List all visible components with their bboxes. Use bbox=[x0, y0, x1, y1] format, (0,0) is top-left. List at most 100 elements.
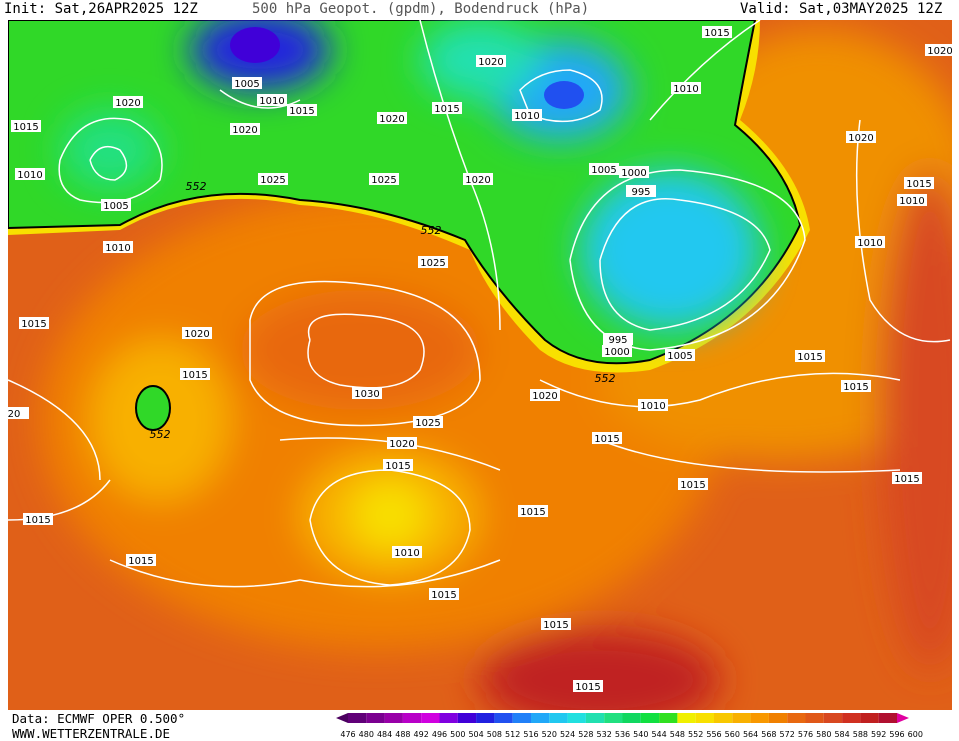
scale-label: 492 bbox=[414, 730, 429, 739]
isobar-label-bg bbox=[892, 472, 922, 484]
scale-swatch bbox=[439, 713, 458, 723]
isobar-label-bg bbox=[518, 505, 548, 517]
isobar-label-bg bbox=[671, 82, 701, 94]
scale-label: 532 bbox=[597, 730, 612, 739]
scale-label: 536 bbox=[615, 730, 630, 739]
isobar-label: 1010 bbox=[259, 96, 284, 107]
isobar-label-bg bbox=[15, 168, 45, 180]
geopotential-label: 552 bbox=[595, 372, 616, 385]
scale-swatch bbox=[768, 713, 788, 723]
scale-swatch bbox=[677, 713, 696, 723]
scale-label: 488 bbox=[395, 730, 410, 739]
isobar-label-bg bbox=[103, 241, 133, 253]
isobar-label: 1015 bbox=[704, 28, 729, 39]
scale-label: 520 bbox=[542, 730, 557, 739]
scale-swatch bbox=[695, 713, 714, 723]
geopotential-label: 552 bbox=[150, 428, 171, 441]
isobar-label: 1015 bbox=[520, 507, 545, 518]
isobar-label: 1015 bbox=[594, 434, 619, 445]
scale-label: 540 bbox=[633, 730, 648, 739]
scale-swatch bbox=[604, 713, 623, 723]
isobar-label: 1015 bbox=[797, 352, 822, 363]
isobar-label: 1010 bbox=[899, 196, 924, 207]
isobar-label-bg bbox=[113, 96, 143, 108]
isobar-label-bg bbox=[638, 399, 668, 411]
isobar-label-bg bbox=[432, 102, 462, 114]
scale-swatch bbox=[787, 713, 806, 723]
isobar-label: 1005 bbox=[103, 201, 128, 212]
isobar-label: 1015 bbox=[543, 620, 568, 631]
isobar-label-bg bbox=[925, 44, 952, 56]
scale-label: 524 bbox=[560, 730, 575, 739]
isobar-label: 1020 bbox=[927, 46, 952, 57]
valid-time: Valid: Sat,03MAY2025 12Z bbox=[740, 1, 943, 17]
isobar-label: 1015 bbox=[13, 122, 38, 133]
scale-swatch bbox=[384, 713, 403, 723]
isobar-label: 995 bbox=[631, 187, 650, 198]
isobar-label-bg bbox=[182, 327, 212, 339]
isobar-label: 1020 bbox=[478, 57, 503, 68]
isobar-label-bg bbox=[383, 459, 413, 471]
isobar-label-bg bbox=[626, 185, 656, 197]
isobar-label: 1015 bbox=[128, 556, 153, 567]
isobar-label-bg bbox=[429, 588, 459, 600]
isobar-label-bg bbox=[11, 120, 41, 132]
isobar-label: 1015 bbox=[182, 370, 207, 381]
isobar-label: 1015 bbox=[575, 682, 600, 693]
scale-swatch bbox=[512, 713, 531, 723]
isobar-label-bg bbox=[573, 680, 603, 692]
isobar-label-bg bbox=[352, 387, 382, 399]
isobar-label-bg bbox=[592, 432, 622, 444]
scale-swatch bbox=[805, 713, 824, 723]
scale-label: 496 bbox=[432, 730, 447, 739]
isobar-label-bg bbox=[602, 345, 632, 357]
scale-label: 500 bbox=[450, 730, 465, 739]
scale-label: 504 bbox=[468, 730, 483, 739]
isobar-label: 1000 bbox=[621, 168, 646, 179]
isobar-label: 1015 bbox=[25, 515, 50, 526]
scale-swatch bbox=[457, 713, 477, 723]
isobar-label: 1015 bbox=[843, 382, 868, 393]
map: 1015 1020 1005 1020 1010 1015 1010 1020 1015 1020… bbox=[8, 20, 952, 710]
map-title: 500 hPa Geopot. (gpdm), Bodendruck (hPa) bbox=[252, 1, 590, 17]
isobar-label: 1030 bbox=[354, 389, 379, 400]
isobar-label: 1025 bbox=[260, 175, 285, 186]
isobar-label-bg bbox=[377, 112, 407, 124]
isobar-label: 1020 bbox=[184, 329, 209, 340]
isobar-label: 1010 bbox=[17, 170, 42, 181]
isobar-label-bg bbox=[126, 554, 156, 566]
scale-swatch bbox=[494, 713, 513, 723]
scale-label: 596 bbox=[889, 730, 904, 739]
isobar-label: 995 bbox=[608, 335, 627, 346]
isobar-label: 1025 bbox=[371, 175, 396, 186]
isobar-label: 1010 bbox=[640, 401, 665, 412]
isobar-label-bg bbox=[678, 478, 708, 490]
isobar-label-bg bbox=[530, 389, 560, 401]
isobar-label-bg bbox=[418, 256, 448, 268]
scale-swatch bbox=[842, 713, 861, 723]
scale-label: 528 bbox=[578, 730, 593, 739]
isobar-label: 1020 bbox=[532, 391, 557, 402]
scale-swatch bbox=[549, 713, 568, 723]
scale-swatch bbox=[421, 713, 440, 723]
scale-label: 516 bbox=[523, 730, 538, 739]
site-url: WWW.WETTERZENTRALE.DE bbox=[12, 726, 171, 741]
scale-label: 476 bbox=[340, 730, 355, 739]
scale-label: 552 bbox=[688, 730, 703, 739]
scale-swatch bbox=[750, 713, 769, 723]
scale-swatch bbox=[823, 713, 843, 723]
isobar-label: 1005 bbox=[234, 79, 259, 90]
scale-swatch bbox=[714, 713, 733, 723]
geopotential-label: 552 bbox=[421, 224, 442, 237]
isobar-label: 1010 bbox=[514, 111, 539, 122]
isobar-label: 1010 bbox=[105, 243, 130, 254]
scale-label: 548 bbox=[670, 730, 685, 739]
scale-swatch bbox=[878, 713, 897, 723]
scale-swatch bbox=[366, 713, 385, 723]
isobar-label: 1015 bbox=[434, 104, 459, 115]
scale-swatch bbox=[860, 713, 879, 723]
scale-label: 512 bbox=[505, 730, 520, 739]
isobar-label-bg bbox=[180, 368, 210, 380]
isobar-label: 1020 bbox=[848, 133, 873, 144]
